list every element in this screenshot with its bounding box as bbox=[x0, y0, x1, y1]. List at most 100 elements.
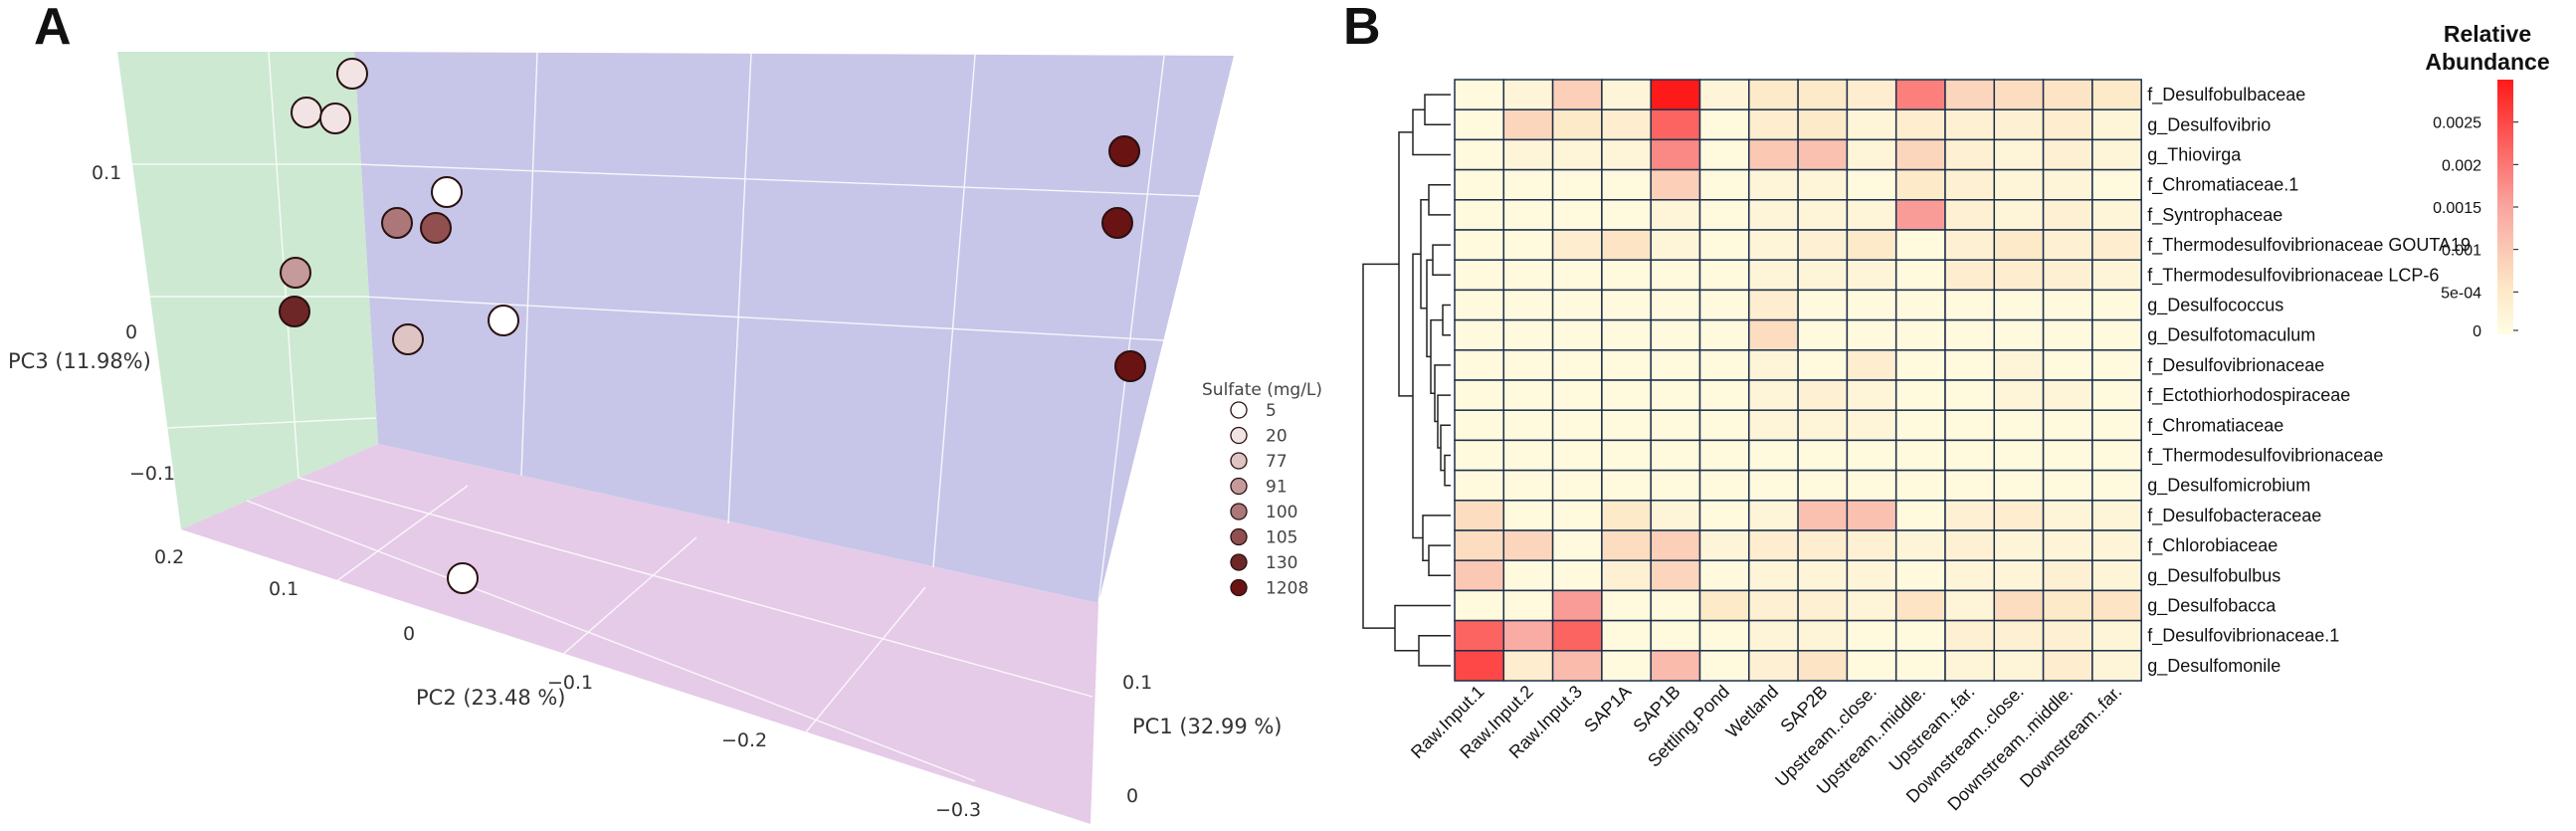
heatmap-cell bbox=[2042, 529, 2093, 561]
heatmap-cell bbox=[1993, 409, 2045, 442]
heatmap-cell bbox=[1454, 349, 1505, 381]
heatmap-cell bbox=[1993, 229, 2045, 261]
heatmap-cell bbox=[2042, 259, 2093, 292]
heatmap-cell bbox=[1846, 379, 1897, 411]
heatmap-cell bbox=[1993, 289, 2045, 321]
heatmap-cell bbox=[1748, 199, 1799, 231]
colorbar-tick-label: 0.0025 bbox=[2433, 115, 2481, 132]
heatmap-cell bbox=[1797, 409, 1849, 442]
legend-label: 91 bbox=[1266, 478, 1288, 498]
heatmap-cell bbox=[1846, 108, 1897, 141]
row-label: f_Desulfovibrionaceae.1 bbox=[2147, 626, 2339, 647]
row-label: g_Desulfomonile bbox=[2147, 656, 2280, 677]
row-label: g_Desulfococcus bbox=[2147, 296, 2283, 316]
heatmap-cell bbox=[1993, 559, 2045, 592]
heatmap-cell bbox=[1698, 199, 1750, 231]
heatmap-cell bbox=[1748, 289, 1799, 321]
heatmap-cell bbox=[1650, 349, 1701, 381]
row-label: f_Desulfobacteraceae bbox=[2147, 506, 2321, 526]
heatmap-cell bbox=[1748, 349, 1799, 381]
dendrogram-branch bbox=[1398, 131, 1413, 397]
heatmap-cell bbox=[1698, 409, 1750, 442]
heatmap-cell bbox=[1894, 589, 1946, 622]
dendrogram-branch bbox=[1418, 634, 1451, 667]
heatmap-cell bbox=[1894, 168, 1946, 201]
heatmap-cell bbox=[1797, 379, 1849, 411]
heatmap-cell bbox=[1551, 409, 1603, 442]
heatmap-cell bbox=[1454, 108, 1505, 141]
heatmap-cell bbox=[2091, 529, 2142, 561]
heatmap-cell bbox=[1894, 349, 1946, 381]
colorbar-title-line2: Abundance bbox=[2425, 49, 2549, 75]
heatmap-cell bbox=[1748, 168, 1799, 201]
legend-label: 130 bbox=[1266, 553, 1297, 573]
pca-point bbox=[420, 212, 452, 244]
heatmap-cell bbox=[1748, 500, 1799, 531]
pc1-tick-0: 0.1 bbox=[1122, 672, 1152, 694]
heatmap-cell bbox=[2091, 289, 2142, 321]
heatmap-cell bbox=[1846, 79, 1897, 110]
heatmap-cell bbox=[1551, 168, 1603, 201]
heatmap-cell bbox=[1454, 289, 1505, 321]
heatmap-cell bbox=[1797, 108, 1849, 141]
heatmap-cell bbox=[1944, 529, 1996, 561]
heatmap-cell bbox=[1748, 318, 1799, 351]
heatmap-cell bbox=[1454, 318, 1505, 351]
pc1-tick-1: 0 bbox=[1126, 785, 1138, 807]
heatmap-cell bbox=[1748, 650, 1799, 682]
heatmap-cell bbox=[1993, 500, 2045, 531]
row-label: f_Chromatiaceae.1 bbox=[2147, 175, 2298, 196]
heatmap-cell bbox=[1894, 379, 1946, 411]
heatmap-cell bbox=[1797, 259, 1849, 292]
heatmap-cell bbox=[1748, 409, 1799, 442]
heatmap-cell bbox=[1502, 318, 1554, 351]
row-label: g_Desulfobulbus bbox=[2147, 565, 2280, 586]
heatmap-cell bbox=[1551, 289, 1603, 321]
heatmap-cell bbox=[1993, 619, 2045, 652]
heatmap-cell bbox=[1797, 349, 1849, 381]
row-label: f_Desulfovibrionaceae bbox=[2147, 355, 2324, 376]
heatmap-cell bbox=[2042, 409, 2093, 442]
heatmap-cell bbox=[1601, 349, 1652, 381]
row-label: g_Desulfobacca bbox=[2147, 596, 2277, 617]
dendrogram-branch bbox=[1424, 94, 1451, 126]
heatmap-cell bbox=[1993, 168, 2045, 201]
heatmap-cell bbox=[1944, 138, 1996, 171]
heatmap-cell bbox=[1698, 108, 1750, 141]
heatmap-cell bbox=[1894, 619, 1946, 652]
heatmap-cell bbox=[1797, 529, 1849, 561]
heatmap-cell bbox=[1601, 650, 1652, 682]
row-label: g_Desulfomicrobium bbox=[2147, 476, 2310, 497]
heatmap-cell bbox=[2091, 650, 2142, 682]
colorbar-tick-label: 0.0015 bbox=[2433, 200, 2481, 217]
heatmap-cell bbox=[1748, 259, 1799, 292]
heatmap-cell bbox=[1551, 619, 1603, 652]
heatmap-cell bbox=[1698, 168, 1750, 201]
heatmap-cell bbox=[1502, 108, 1554, 141]
heatmap-cell bbox=[1551, 318, 1603, 351]
heatmap-cell bbox=[1601, 559, 1652, 592]
pca-point bbox=[280, 257, 311, 289]
heatmap-cell bbox=[2091, 199, 2142, 231]
heatmap-cell bbox=[1502, 138, 1554, 171]
heatmap-cell bbox=[2042, 79, 2093, 110]
row-label: f_Chlorobiaceae bbox=[2147, 535, 2278, 556]
pca-points bbox=[279, 58, 1146, 594]
heatmap-cell bbox=[1846, 439, 1897, 472]
heatmap-cell bbox=[1650, 168, 1701, 201]
heatmap-cell bbox=[1454, 379, 1505, 411]
heatmap-cell bbox=[1601, 168, 1652, 201]
heatmap-cell bbox=[1846, 289, 1897, 321]
heatmap-cell bbox=[1944, 259, 1996, 292]
pc2-tick-0: 0.2 bbox=[154, 546, 184, 568]
heatmap-cell bbox=[1894, 529, 1946, 561]
heatmap-cell bbox=[2042, 349, 2093, 381]
heatmap-cell bbox=[1894, 439, 1946, 472]
heatmap-cell bbox=[1601, 589, 1652, 622]
heatmap-cell bbox=[1454, 229, 1505, 261]
column-labels: Raw.Input.1Raw.Input.2Raw.Input.3SAP1ASA… bbox=[1407, 682, 2125, 815]
dendrogram-branch bbox=[1437, 394, 1451, 449]
dendrogram-branch bbox=[1428, 183, 1451, 216]
heatmap-cell bbox=[1454, 589, 1505, 622]
heatmap-cell bbox=[1601, 318, 1652, 351]
